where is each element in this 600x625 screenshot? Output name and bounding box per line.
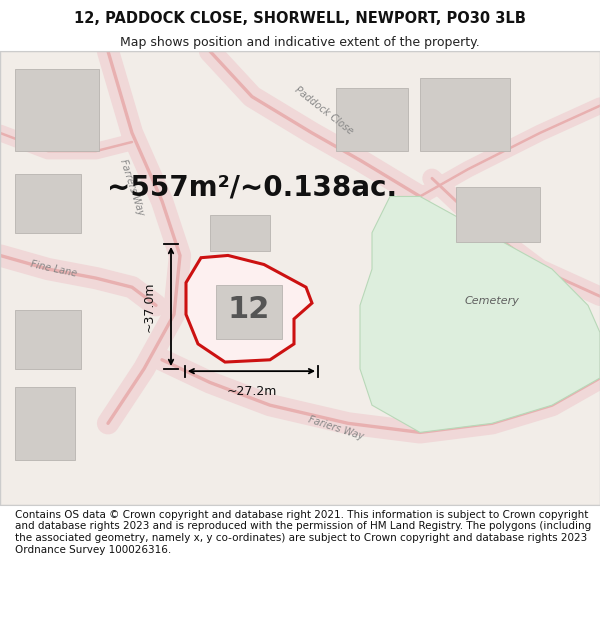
Text: Farrers Way: Farrers Way <box>118 158 146 217</box>
Bar <box>15 69 99 151</box>
Bar <box>456 188 540 242</box>
Bar <box>15 174 81 232</box>
Bar <box>336 88 408 151</box>
Text: ~27.2m: ~27.2m <box>226 385 277 398</box>
Bar <box>210 214 270 251</box>
Text: Fine Lane: Fine Lane <box>30 259 78 279</box>
Text: Cemetery: Cemetery <box>464 296 520 306</box>
Text: 12, PADDOCK CLOSE, SHORWELL, NEWPORT, PO30 3LB: 12, PADDOCK CLOSE, SHORWELL, NEWPORT, PO… <box>74 11 526 26</box>
Bar <box>420 79 510 151</box>
Text: ~557m²/~0.138ac.: ~557m²/~0.138ac. <box>107 173 397 201</box>
Text: Map shows position and indicative extent of the property.: Map shows position and indicative extent… <box>120 36 480 49</box>
Text: ~37.0m: ~37.0m <box>143 281 156 332</box>
Bar <box>15 387 75 459</box>
Bar <box>15 310 81 369</box>
Text: Paddock Close: Paddock Close <box>293 84 355 136</box>
Text: 12: 12 <box>228 296 270 324</box>
Polygon shape <box>360 196 600 432</box>
Text: Contains OS data © Crown copyright and database right 2021. This information is : Contains OS data © Crown copyright and d… <box>15 510 591 554</box>
Bar <box>216 285 282 339</box>
Text: Fariers Way: Fariers Way <box>307 414 365 441</box>
Polygon shape <box>186 256 312 362</box>
